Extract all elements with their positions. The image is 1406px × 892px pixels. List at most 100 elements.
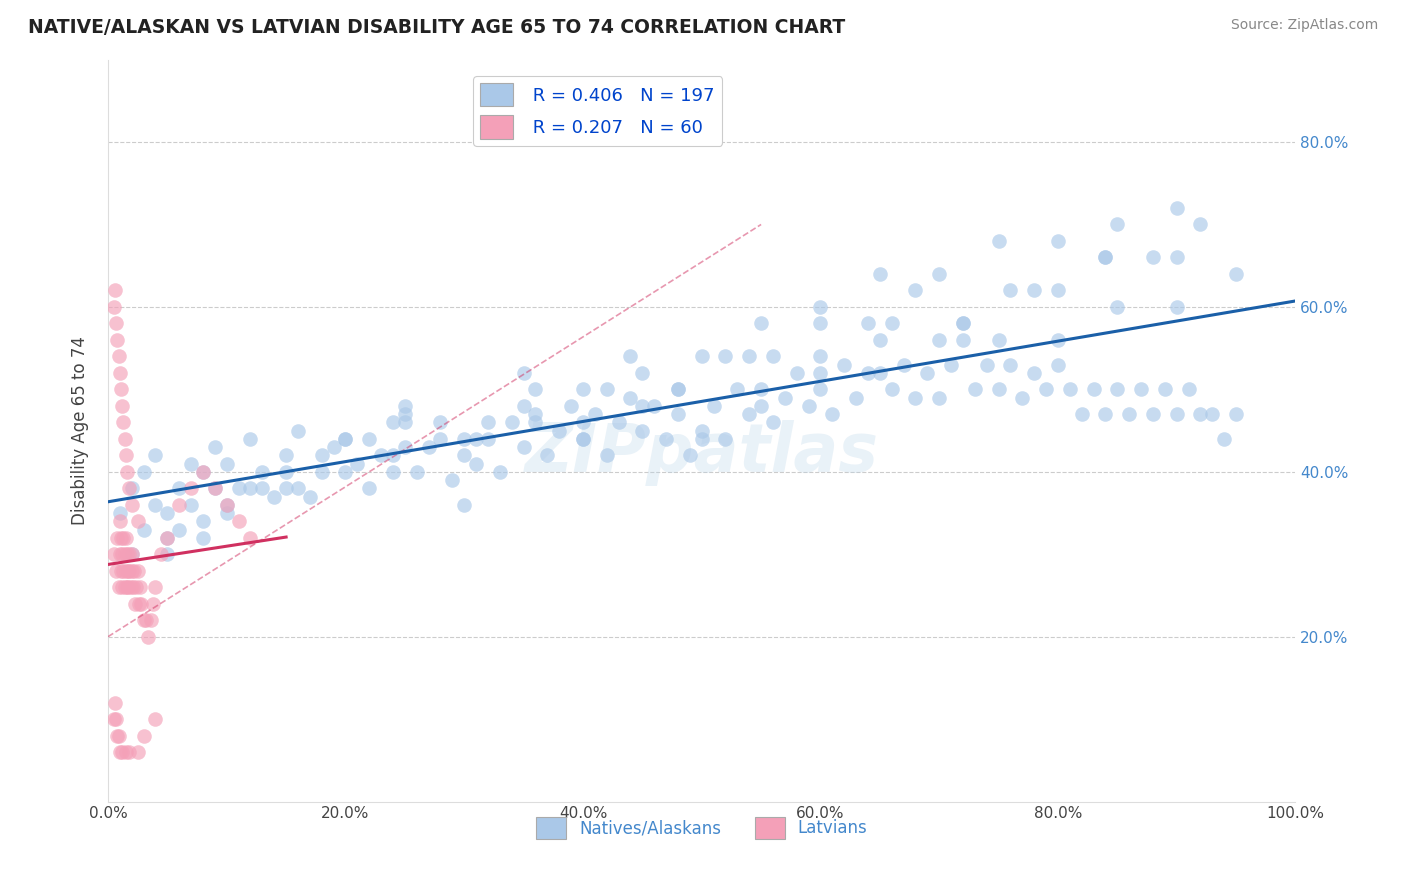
Point	[118, 481, 141, 495]
Point	[111, 399, 134, 413]
Point	[108, 366, 131, 380]
Text: Source: ZipAtlas.com: Source: ZipAtlas.com	[1230, 18, 1378, 32]
Point	[239, 481, 262, 495]
Point	[619, 391, 641, 405]
Point	[103, 300, 125, 314]
Point	[429, 432, 451, 446]
Point	[773, 391, 796, 405]
Point	[359, 432, 381, 446]
Point	[112, 531, 135, 545]
Point	[749, 399, 772, 413]
Point	[239, 432, 262, 446]
Point	[572, 415, 595, 429]
Point	[583, 407, 606, 421]
Point	[121, 564, 143, 578]
Point	[127, 514, 149, 528]
Point	[204, 440, 226, 454]
Point	[287, 424, 309, 438]
Point	[1213, 432, 1236, 446]
Point	[987, 333, 1010, 347]
Point	[465, 457, 488, 471]
Point	[105, 712, 128, 726]
Point	[111, 580, 134, 594]
Point	[394, 440, 416, 454]
Point	[489, 465, 512, 479]
Point	[1166, 300, 1188, 314]
Point	[869, 267, 891, 281]
Point	[191, 465, 214, 479]
Point	[880, 383, 903, 397]
Text: NATIVE/ALASKAN VS LATVIAN DISABILITY AGE 65 TO 74 CORRELATION CHART: NATIVE/ALASKAN VS LATVIAN DISABILITY AGE…	[28, 18, 845, 37]
Point	[512, 399, 534, 413]
Point	[1225, 407, 1247, 421]
Point	[108, 745, 131, 759]
Point	[346, 457, 368, 471]
Point	[138, 630, 160, 644]
Point	[749, 383, 772, 397]
Point	[596, 448, 619, 462]
Point	[167, 481, 190, 495]
Point	[631, 424, 654, 438]
Point	[112, 564, 135, 578]
Point	[129, 597, 152, 611]
Point	[738, 407, 761, 421]
Point	[108, 547, 131, 561]
Point	[114, 432, 136, 446]
Point	[976, 358, 998, 372]
Point	[191, 514, 214, 528]
Point	[810, 317, 832, 331]
Point	[690, 432, 713, 446]
Point	[156, 531, 179, 545]
Point	[928, 333, 950, 347]
Point	[477, 415, 499, 429]
Point	[869, 333, 891, 347]
Point	[124, 597, 146, 611]
Point	[125, 580, 148, 594]
Point	[572, 383, 595, 397]
Point	[180, 457, 202, 471]
Point	[263, 490, 285, 504]
Point	[1000, 284, 1022, 298]
Point	[114, 745, 136, 759]
Point	[904, 284, 927, 298]
Point	[1225, 267, 1247, 281]
Point	[1094, 251, 1116, 265]
Point	[631, 399, 654, 413]
Point	[441, 473, 464, 487]
Point	[145, 712, 167, 726]
Point	[560, 399, 582, 413]
Point	[394, 415, 416, 429]
Point	[786, 366, 808, 380]
Point	[453, 498, 475, 512]
Point	[1094, 407, 1116, 421]
Point	[117, 580, 139, 594]
Point	[856, 317, 879, 331]
Point	[204, 481, 226, 495]
Point	[690, 424, 713, 438]
Point	[869, 366, 891, 380]
Point	[631, 366, 654, 380]
Point	[810, 300, 832, 314]
Point	[274, 481, 297, 495]
Point	[252, 481, 274, 495]
Point	[121, 547, 143, 561]
Point	[1035, 383, 1057, 397]
Point	[311, 448, 333, 462]
Point	[122, 564, 145, 578]
Point	[115, 465, 138, 479]
Point	[405, 465, 427, 479]
Point	[215, 498, 238, 512]
Point	[1083, 383, 1105, 397]
Text: ZIPpatlas: ZIPpatlas	[524, 420, 879, 486]
Point	[105, 317, 128, 331]
Point	[703, 399, 725, 413]
Point	[1046, 358, 1069, 372]
Point	[1046, 284, 1069, 298]
Point	[252, 465, 274, 479]
Point	[394, 407, 416, 421]
Point	[127, 745, 149, 759]
Point	[239, 531, 262, 545]
Point	[1189, 218, 1212, 232]
Point	[311, 465, 333, 479]
Point	[120, 580, 142, 594]
